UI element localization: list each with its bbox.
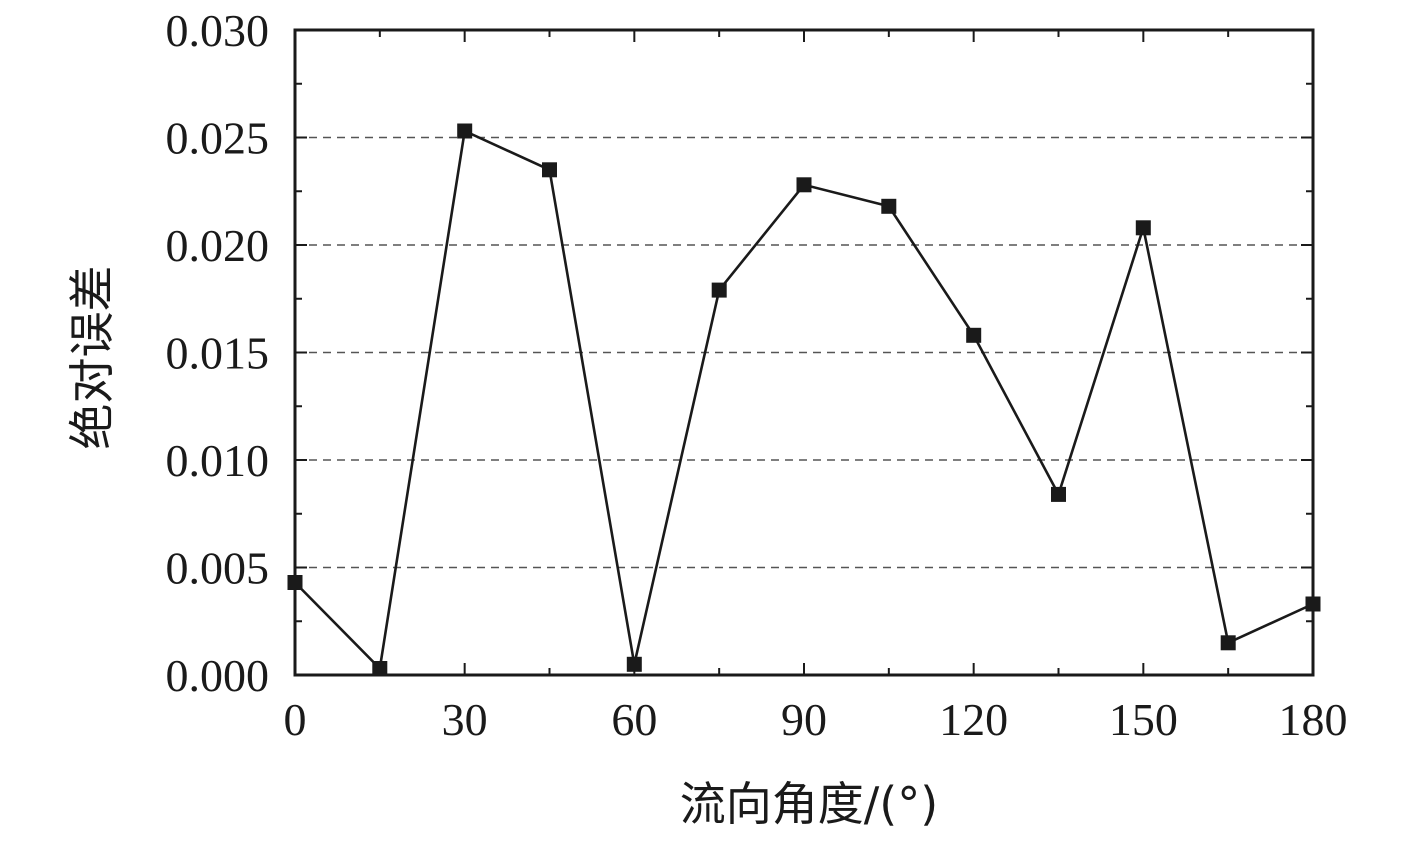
data-point-75 <box>711 282 727 298</box>
data-point-135 <box>1051 486 1066 502</box>
data-point-180 <box>1305 596 1321 612</box>
data-point-30 <box>457 123 473 139</box>
x-tick-label-120: 120 <box>939 694 1008 745</box>
x-tick-label-150: 150 <box>1109 694 1178 745</box>
y-tick-labels: 0.000 0.005 0.010 0.015 0.020 0.025 0.030 <box>166 5 270 701</box>
x-tick-labels: 0 30 60 90 120 150 180 <box>284 694 1348 745</box>
x-tick-label-90: 90 <box>781 694 827 745</box>
y-tick-label-0.005: 0.005 <box>166 543 270 594</box>
data-point-105 <box>881 198 897 214</box>
x-axis-title: 流向角度/(°) <box>680 777 938 831</box>
data-point-0 <box>287 575 303 590</box>
plot-frame <box>293 28 1315 677</box>
y-tick-label-0.020: 0.020 <box>166 220 270 271</box>
y-tick-label-0.030: 0.030 <box>166 5 270 56</box>
y-tick-label-0.010: 0.010 <box>166 435 270 486</box>
data-point-15 <box>372 661 388 676</box>
y-tick-label-0.000: 0.000 <box>166 650 270 701</box>
y-tick-label-0.015: 0.015 <box>166 328 270 379</box>
y-axis-title: 绝对误差 <box>65 266 119 450</box>
data-point-45 <box>542 162 557 178</box>
y-tick-label-0.025: 0.025 <box>166 113 270 164</box>
x-tick-label-180: 180 <box>1279 694 1348 745</box>
x-tick-label-60: 60 <box>611 694 657 745</box>
series-line-0 <box>294 129 1314 672</box>
data-point-120 <box>966 327 982 343</box>
x-tick-label-0: 0 <box>284 694 307 745</box>
data-point-60 <box>626 656 642 672</box>
data-point-90 <box>796 177 812 193</box>
data-point-150 <box>1135 220 1151 236</box>
series-layer <box>287 123 1321 676</box>
grid-lines <box>295 136 1313 569</box>
data-point-165 <box>1220 635 1236 651</box>
x-tick-label-30: 30 <box>442 694 488 745</box>
